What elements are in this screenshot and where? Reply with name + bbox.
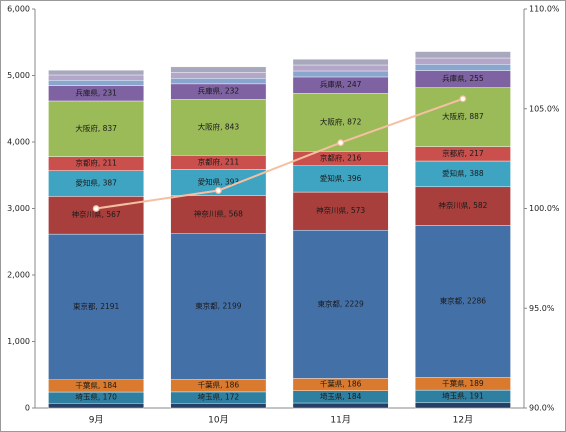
data-label: 埼玉県, 170 (75, 392, 117, 402)
bar-segment (414, 225, 511, 378)
bar-segment (414, 160, 511, 188)
y2-tick-label: 90.0% (529, 404, 555, 413)
data-label: 大阪府, 843 (198, 121, 240, 131)
bar-segment (292, 402, 389, 409)
x-tick-label: 9月 (89, 415, 104, 426)
bar-segment (48, 403, 145, 409)
x-tick-label: 11月 (330, 415, 350, 426)
data-label: 神奈川県, 568 (194, 208, 243, 218)
y-tick-label: 0 (25, 404, 30, 413)
bar-segment (170, 195, 267, 234)
bar-segment (292, 165, 389, 193)
bar-segment (292, 59, 389, 66)
data-label: 兵庫県, 232 (198, 86, 240, 96)
data-label: 愛知県, 393 (198, 176, 240, 186)
bar-segment (414, 57, 511, 65)
bar-segment (48, 196, 145, 235)
data-label: 兵庫県, 255 (442, 73, 484, 83)
data-label: 京都府, 216 (320, 153, 362, 163)
line-marker (92, 205, 100, 212)
line-marker (459, 95, 467, 103)
data-label: 大阪府, 837 (75, 123, 117, 133)
y-tick-label: 1,000 (7, 337, 30, 346)
data-label: 大阪府, 887 (442, 111, 484, 121)
y-tick-label: 3,000 (7, 204, 30, 213)
bar-segment (414, 64, 511, 71)
data-label: 千葉県, 186 (320, 379, 362, 389)
data-label: 神奈川県, 567 (72, 209, 121, 219)
bar-segment (292, 229, 389, 379)
bar-segment (170, 72, 267, 79)
y2-tick-label: 105.0% (529, 104, 560, 113)
bar-segment (292, 70, 389, 78)
line (95, 97, 464, 210)
bar-segment (170, 99, 267, 156)
bar-segment (170, 66, 267, 73)
y2-tick-label: 95.0% (529, 304, 555, 313)
data-label: 埼玉県, 172 (198, 392, 240, 402)
bar-segment (48, 100, 145, 157)
bar-segment (170, 78, 267, 85)
bar-segment (170, 403, 267, 409)
bar-segment (48, 74, 145, 81)
y-tick-label: 4,000 (7, 138, 30, 147)
data-label: 神奈川県, 582 (438, 200, 487, 210)
data-label: 千葉県, 186 (198, 380, 240, 390)
line-marker (337, 139, 345, 147)
data-label: 東京都, 2191 (73, 301, 120, 311)
data-label: 京都府, 211 (75, 158, 117, 168)
data-label: 千葉県, 189 (442, 378, 484, 388)
y2-tick-label: 100.0% (529, 204, 560, 213)
data-label: 愛知県, 387 (75, 178, 117, 188)
y-tick-label: 2,000 (7, 271, 30, 280)
y-tick-label: 6,000 (7, 5, 30, 14)
y2-tick-label: 110.0% (529, 5, 560, 14)
y-tick-label: 5,000 (7, 71, 30, 80)
data-label: 京都府, 217 (442, 148, 484, 158)
bar-segment (48, 170, 145, 197)
bar-segment (292, 64, 389, 72)
x-tick-label: 12月 (453, 415, 473, 426)
bar-segment (414, 402, 511, 409)
data-label: 愛知県, 388 (442, 168, 484, 178)
bar-segment (414, 51, 511, 59)
data-label: 大阪府, 872 (320, 116, 362, 126)
data-label: 東京都, 2199 (195, 300, 242, 310)
bar-segment (48, 80, 145, 86)
data-label: 東京都, 2229 (317, 298, 364, 308)
bar-segment (48, 233, 145, 381)
data-label: 兵庫県, 247 (320, 79, 362, 89)
data-label: 愛知県, 396 (320, 173, 362, 183)
x-tick-label: 10月 (208, 415, 228, 426)
data-label: 埼玉県, 191 (442, 390, 484, 400)
data-label: 東京都, 2286 (440, 296, 487, 306)
line-marker (214, 187, 222, 194)
bar-segment (414, 186, 511, 226)
data-label: 神奈川県, 573 (316, 205, 365, 215)
data-label: 埼玉県, 184 (320, 391, 362, 401)
bar-segment (48, 69, 145, 76)
data-label: 千葉県, 184 (75, 380, 117, 390)
bar-segment (292, 191, 389, 231)
data-label: 兵庫県, 231 (75, 87, 117, 97)
bar-segment (170, 233, 267, 380)
data-label: 京都府, 211 (198, 156, 240, 166)
